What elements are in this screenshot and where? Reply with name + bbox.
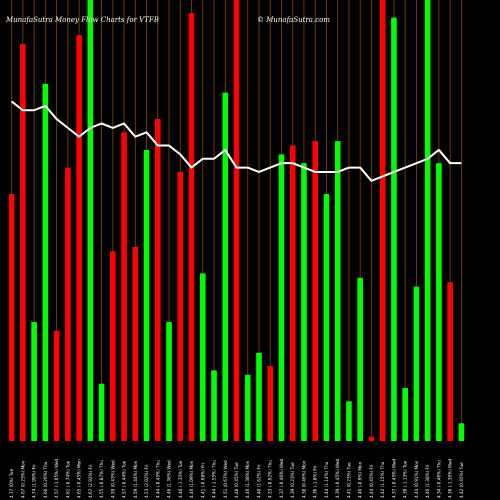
bar-15 [166, 321, 172, 441]
bar-7 [76, 35, 82, 441]
bar-27 [301, 163, 307, 442]
bar-12 [132, 246, 139, 441]
bar-1 [8, 194, 15, 441]
x-tick-label: 4.65 (-0.45%) Mon [77, 459, 82, 498]
x-tick-label: 4.36 (-1.8%) Fri [313, 466, 318, 498]
x-tick-label: 4.40 (1.62%) Fri [256, 464, 261, 498]
x-tick-label: 4.44 (0.91%) Mon [414, 460, 419, 498]
bar-36 [402, 388, 408, 441]
x-tick-label: 4.42 (1.15%) Thu [380, 461, 385, 498]
x-tick-label: 4.40 (1.38%) Fri [425, 464, 430, 498]
x-tick-label: 4.39 (0.23%) Tue [290, 462, 295, 498]
money-flow-line [11, 100, 462, 182]
bar-4 [42, 83, 49, 441]
x-tick-label: 4.59 (1.44%) Mon [133, 460, 138, 498]
x-tick-label: 4.60 (0.26%) Thu [43, 461, 48, 498]
x-tick-label: 4.37 (-0.46%) Wed [279, 458, 284, 498]
x-tick-label: 4.44 (0.45%) Fri [369, 464, 374, 498]
bar-39 [436, 163, 442, 442]
bar-3 [31, 321, 37, 441]
bar-26 [289, 145, 296, 441]
bar-32 [357, 277, 363, 441]
bar-31 [346, 401, 352, 441]
bar-24 [267, 366, 274, 441]
x-tick-label: 4.42 (0.45%) Tue [459, 462, 464, 498]
bar-30 [334, 141, 341, 441]
bar-41 [458, 423, 465, 441]
bar-5 [53, 330, 60, 441]
x-tick-label: 4.41 (0.23%) Tue [346, 462, 351, 498]
bar-35 [391, 17, 397, 441]
bar-16 [177, 171, 184, 442]
bar-11 [121, 132, 127, 442]
bar-10 [110, 251, 116, 441]
x-tick-label: 4.59 (0.43%) Wed [110, 460, 115, 498]
x-tick-label: 4.40 (-1.35%) Tue [178, 460, 183, 498]
x-tick-label: 4.38 (0.46%) Mon [301, 460, 306, 498]
bar-14 [154, 119, 161, 441]
x-tick-label: 4.57 (-1.05%) Wed [54, 458, 59, 498]
x-tick-label: 4.61 (-0.74%) Tue [65, 460, 70, 498]
bar-6 [65, 167, 71, 441]
bar-40 [447, 282, 453, 441]
x-tick-label: 4.67 (0.23%) Mon [20, 460, 25, 498]
bar-38 [424, 0, 431, 441]
bar-34 [379, 0, 386, 441]
bar-28 [312, 141, 319, 441]
bar-29 [323, 194, 330, 441]
x-tick-label: 4.37 (-0.45%) Wed [391, 458, 396, 498]
bar-37 [413, 286, 420, 441]
money-flow-line-group [11, 100, 462, 182]
x-tick-label: 4.53 (2.02%) Fri [144, 464, 149, 498]
x-tick-label: 4.44 (-0.45%) Thu [155, 460, 160, 498]
x-tick-label: 4.33 (-0.92%) Thu [268, 460, 273, 498]
bar-21 [233, 0, 240, 441]
x-tick-label: 4.46 (1.38%) Mon [245, 460, 250, 498]
x-tick-label: 4.51 (0.67%) Wed [223, 460, 228, 498]
x-tick-label: 4.48 (0.45%) Tue [234, 462, 239, 498]
x-tick-label: 4.46 (1.36%) Wed [167, 460, 172, 498]
x-tick-label: 4.44 (-1.55%) Thu [212, 460, 217, 498]
watermark: © MunafaSutra.com [257, 16, 330, 24]
x-tick-label: 4.74 (1.99%) Fri [32, 464, 37, 498]
bar-13 [143, 149, 150, 441]
x-tick-label: 4.44 (1.14%) Thu [324, 461, 329, 498]
bar-18 [199, 273, 206, 441]
x-tick-label: 4.46 (1.09%) Mon [189, 460, 194, 498]
x-tick-labels: 4.77 (0%) Tue 4.67 (0.23%) Mon 4.74 (1.99%… [9, 458, 464, 498]
x-tick-label: 4.41 (-0.68%) Fri [200, 463, 205, 498]
x-tick-label: 4.67 (2.92%) Fri [88, 464, 93, 498]
x-tick-label: 4.40 (-0.9%) Mon [358, 461, 363, 498]
x-tick-label: 4.34 (-0.46%) Thu [436, 460, 441, 498]
chart-title: MunafaSutra Money Flow Charts for VTFB [5, 16, 159, 24]
x-tick-label: 4.77 (0%) Tue [9, 469, 14, 498]
bar-20 [222, 92, 229, 442]
bar-9 [98, 383, 105, 441]
bar-33 [368, 436, 375, 441]
x-tick-label: 4.39 (-0.45%) Wed [335, 458, 340, 498]
bar-2 [20, 44, 26, 441]
bar-22 [244, 374, 251, 441]
bar-17 [188, 13, 195, 441]
x-tick-label: 4.55 (-0.87%) Thu [99, 460, 104, 498]
bar-19 [211, 370, 217, 441]
bars-group [8, 0, 465, 442]
x-tick-label: 4.39 (-1.13%) Tue [403, 460, 408, 498]
x-tick-label: 4.36 (-1.36%) Wed [448, 458, 453, 498]
bar-8 [87, 0, 94, 441]
x-tick-label: 4.57 (-0.44%) Tue [122, 460, 127, 498]
bar-25 [278, 154, 285, 441]
bar-23 [256, 352, 262, 441]
